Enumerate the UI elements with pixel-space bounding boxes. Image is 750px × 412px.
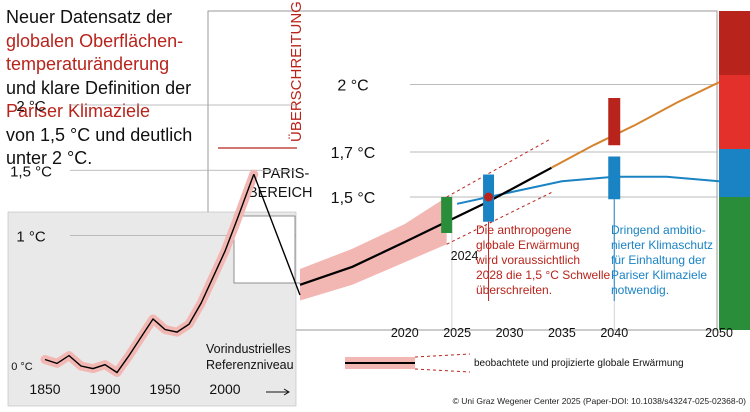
inset-ytick-2: 1,5 °C xyxy=(10,163,52,180)
main-ytick-0: 1,5 °C xyxy=(331,190,376,207)
inset-zoom-box xyxy=(233,215,296,284)
inset-xtick-3: 2000 xyxy=(209,381,240,397)
marker-blue-2040 xyxy=(608,156,621,200)
label-exceedance: ÜBERSCHREITUNG xyxy=(287,1,305,142)
marker-green-2024 xyxy=(441,197,453,233)
series-projection-orange xyxy=(550,81,720,169)
inset-baseline-label-2: Referenzniveau xyxy=(206,358,294,372)
inset-xtick-2: 1950 xyxy=(149,381,180,397)
main-xtick-4: 2040 xyxy=(600,326,628,340)
main-xtick-2: 2030 xyxy=(496,326,524,340)
main-xtick-1: 2025 xyxy=(443,326,471,340)
strip-red xyxy=(719,75,750,149)
strip-dark-red xyxy=(719,11,750,75)
inset-xtick-1: 1900 xyxy=(89,381,120,397)
cone-lower xyxy=(446,192,552,245)
intro-highlight-2: Pariser Klimaziele xyxy=(6,101,151,121)
main-ytick-2: 2 °C xyxy=(337,78,368,95)
strip-green xyxy=(719,197,750,330)
series-projection-blue xyxy=(456,175,720,205)
intro-line-1: Neuer Datensatz der xyxy=(6,7,173,27)
label-2024: 2024 xyxy=(451,249,479,263)
cone-upper xyxy=(446,138,552,198)
main-xtick-3: 2035 xyxy=(548,326,576,340)
strip-blue xyxy=(719,149,750,197)
legend-cone xyxy=(414,353,471,373)
label-paris-2: BEREICH xyxy=(248,185,312,201)
main-xtick-0: 2020 xyxy=(391,326,419,340)
inset-ytick-3: 2 °C xyxy=(16,98,46,115)
inset-xtick-0: 1850 xyxy=(29,381,60,397)
label-paris-1: PARIS- xyxy=(262,166,309,182)
intro-text: Neuer Datensatz der globalen Oberflächen… xyxy=(6,6,211,171)
inset-series xyxy=(44,173,255,374)
inset-ytick-0: 0 °C xyxy=(11,361,33,373)
main-ytick-1: 1,7 °C xyxy=(331,145,376,162)
inset-link xyxy=(253,173,301,296)
main-xtick-5: 2050 xyxy=(705,326,733,340)
legend-label: beobachtete und projizierte globale Erwä… xyxy=(474,358,684,369)
annotation-2040: Dringend ambitio-nierter Klimaschutz für … xyxy=(611,223,713,297)
inset-ytick-1: 1 °C xyxy=(16,229,46,246)
intro-line-3: von 1,5 °C und deutlich unter 2 °C. xyxy=(6,124,193,169)
uncertainty-band xyxy=(300,197,447,301)
inset-baseline-label-1: Vorindustrielles xyxy=(206,342,291,356)
intro-highlight-1: globalen Oberflächen-temperaturänderung xyxy=(6,30,184,75)
credit-line: © Uni Graz Wegener Center 2025 (Paper-DO… xyxy=(452,396,746,406)
marker-point-2028 xyxy=(484,192,494,202)
marker-red-2040 xyxy=(608,98,621,146)
arrow-right-icon xyxy=(266,388,290,396)
intro-line-2: und klare Definition der xyxy=(6,77,192,98)
annotation-2028: Die anthropogene globale Erwärmung wird vo… xyxy=(475,223,611,297)
